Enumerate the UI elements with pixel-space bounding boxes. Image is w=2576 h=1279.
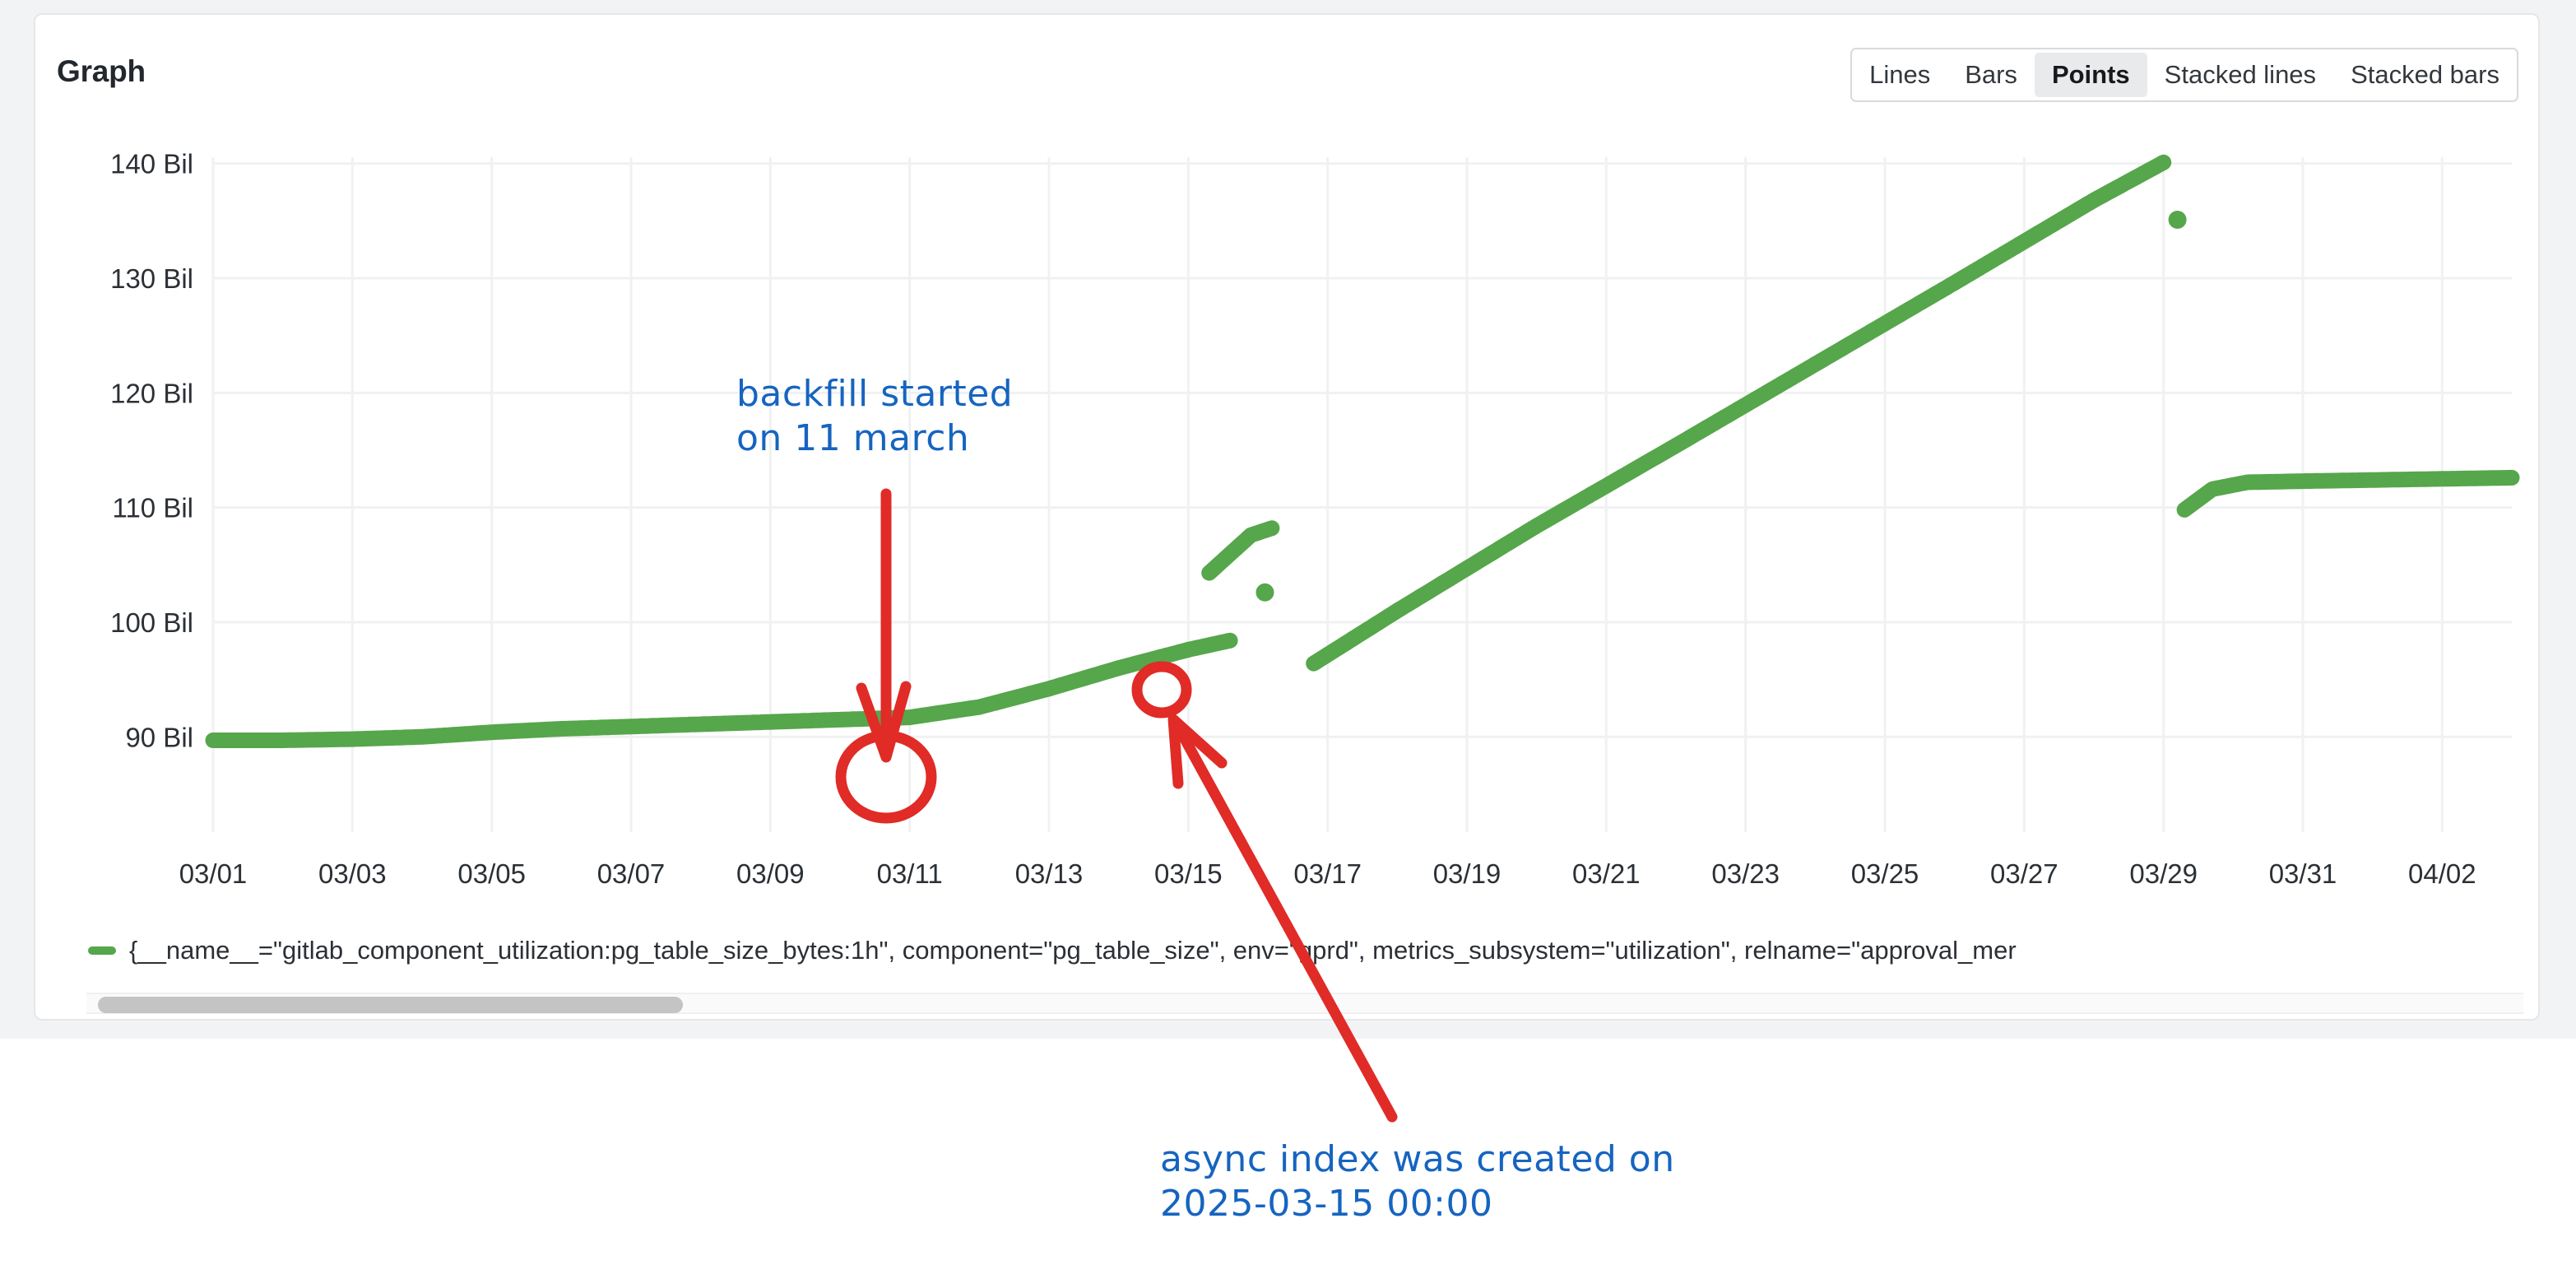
y-axis-tick-label: 140 Bil [110, 149, 193, 179]
page-title: Graph [57, 54, 146, 88]
x-axis-tick-label: 03/25 [1851, 858, 1919, 889]
legend-series-label[interactable]: {__name__="gitlab_component_utilization:… [129, 936, 2017, 965]
x-axis-tick-label: 03/11 [877, 858, 943, 889]
series-segment [1180, 632, 1238, 658]
x-axis-tick-label: 03/15 [1154, 858, 1223, 889]
y-axis-tick-label: 110 Bil [113, 493, 193, 523]
plot-area[interactable]: 90 Bil 100 Bil 110 Bil 120 Bil 130 Bil 140 Bi… [35, 101, 2541, 924]
graph-type-toggle-group[interactable]: Lines Bars Points Stacked lines Stacked … [1850, 48, 2518, 102]
x-axis-tick-label: 03/01 [179, 858, 248, 889]
y-axis-tick-labels: 90 Bil 100 Bil 110 Bil 120 Bil 130 Bil 140 Bi… [110, 149, 193, 753]
x-axis-tick-label: 03/13 [1015, 858, 1084, 889]
series-data-point [2168, 210, 2187, 229]
legend-scrollbar-thumb[interactable] [98, 997, 683, 1013]
annotation-label-backfill: backfill started on 11 march [736, 373, 1014, 459]
x-axis-tick-label: 03/31 [2269, 858, 2337, 889]
x-axis-tick-label: 03/23 [1711, 858, 1780, 889]
graph-panel: Graph Lines Bars Points Stacked lines St… [34, 13, 2540, 1021]
x-axis-tick-label: 03/17 [1293, 858, 1362, 889]
x-axis-tick-label: 03/07 [597, 858, 666, 889]
y-axis-tick-label: 120 Bil [110, 378, 193, 408]
legend[interactable]: {__name__="gitlab_component_utilization:… [88, 936, 2540, 965]
x-axis-tick-label: 03/29 [2129, 858, 2198, 889]
series-points-layer [205, 154, 2520, 748]
series-segment [1201, 520, 1280, 581]
x-axis-tick-label: 03/21 [1572, 858, 1641, 889]
legend-color-swatch [88, 946, 116, 955]
y-axis-tick-label: 90 Bil [125, 722, 193, 752]
series-segment [1306, 154, 2172, 672]
series-segment [2176, 469, 2520, 518]
x-axis-tick-labels: 03/01 03/03 03/05 03/07 03/09 03/11 03/13 03/15… [179, 858, 2476, 889]
x-axis-tick-label: 03/03 [318, 858, 387, 889]
annotation-label-async-index: async index was created on 2025-03-15 00… [1160, 1138, 1675, 1225]
y-axis-tick-label: 100 Bil [110, 607, 193, 638]
series-segment [205, 641, 1196, 748]
panel-header: Graph Lines Bars Points Stacked lines St… [35, 15, 2538, 102]
x-axis-tick-label: 03/09 [736, 858, 805, 889]
y-axis-tick-label: 130 Bil [110, 263, 193, 294]
x-axis-tick-label: 03/27 [1990, 858, 2058, 889]
graph-type-points-button[interactable]: Points [2034, 53, 2147, 97]
legend-horizontal-scrollbar[interactable] [86, 993, 2523, 1014]
series-data-point [1256, 583, 1274, 602]
graph-type-bars-button[interactable]: Bars [1947, 53, 2035, 97]
graph-type-stacked-lines-button[interactable]: Stacked lines [2147, 53, 2333, 97]
x-axis-tick-label: 03/19 [1433, 858, 1502, 889]
graph-type-lines-button[interactable]: Lines [1852, 53, 1947, 97]
x-axis-tick-label: 04/02 [2408, 858, 2476, 889]
x-axis-tick-label: 03/05 [457, 858, 526, 889]
graph-type-stacked-bars-button[interactable]: Stacked bars [2333, 53, 2517, 97]
timeseries-plot[interactable]: 90 Bil 100 Bil 110 Bil 120 Bil 130 Bil 140 Bi… [35, 101, 2541, 924]
